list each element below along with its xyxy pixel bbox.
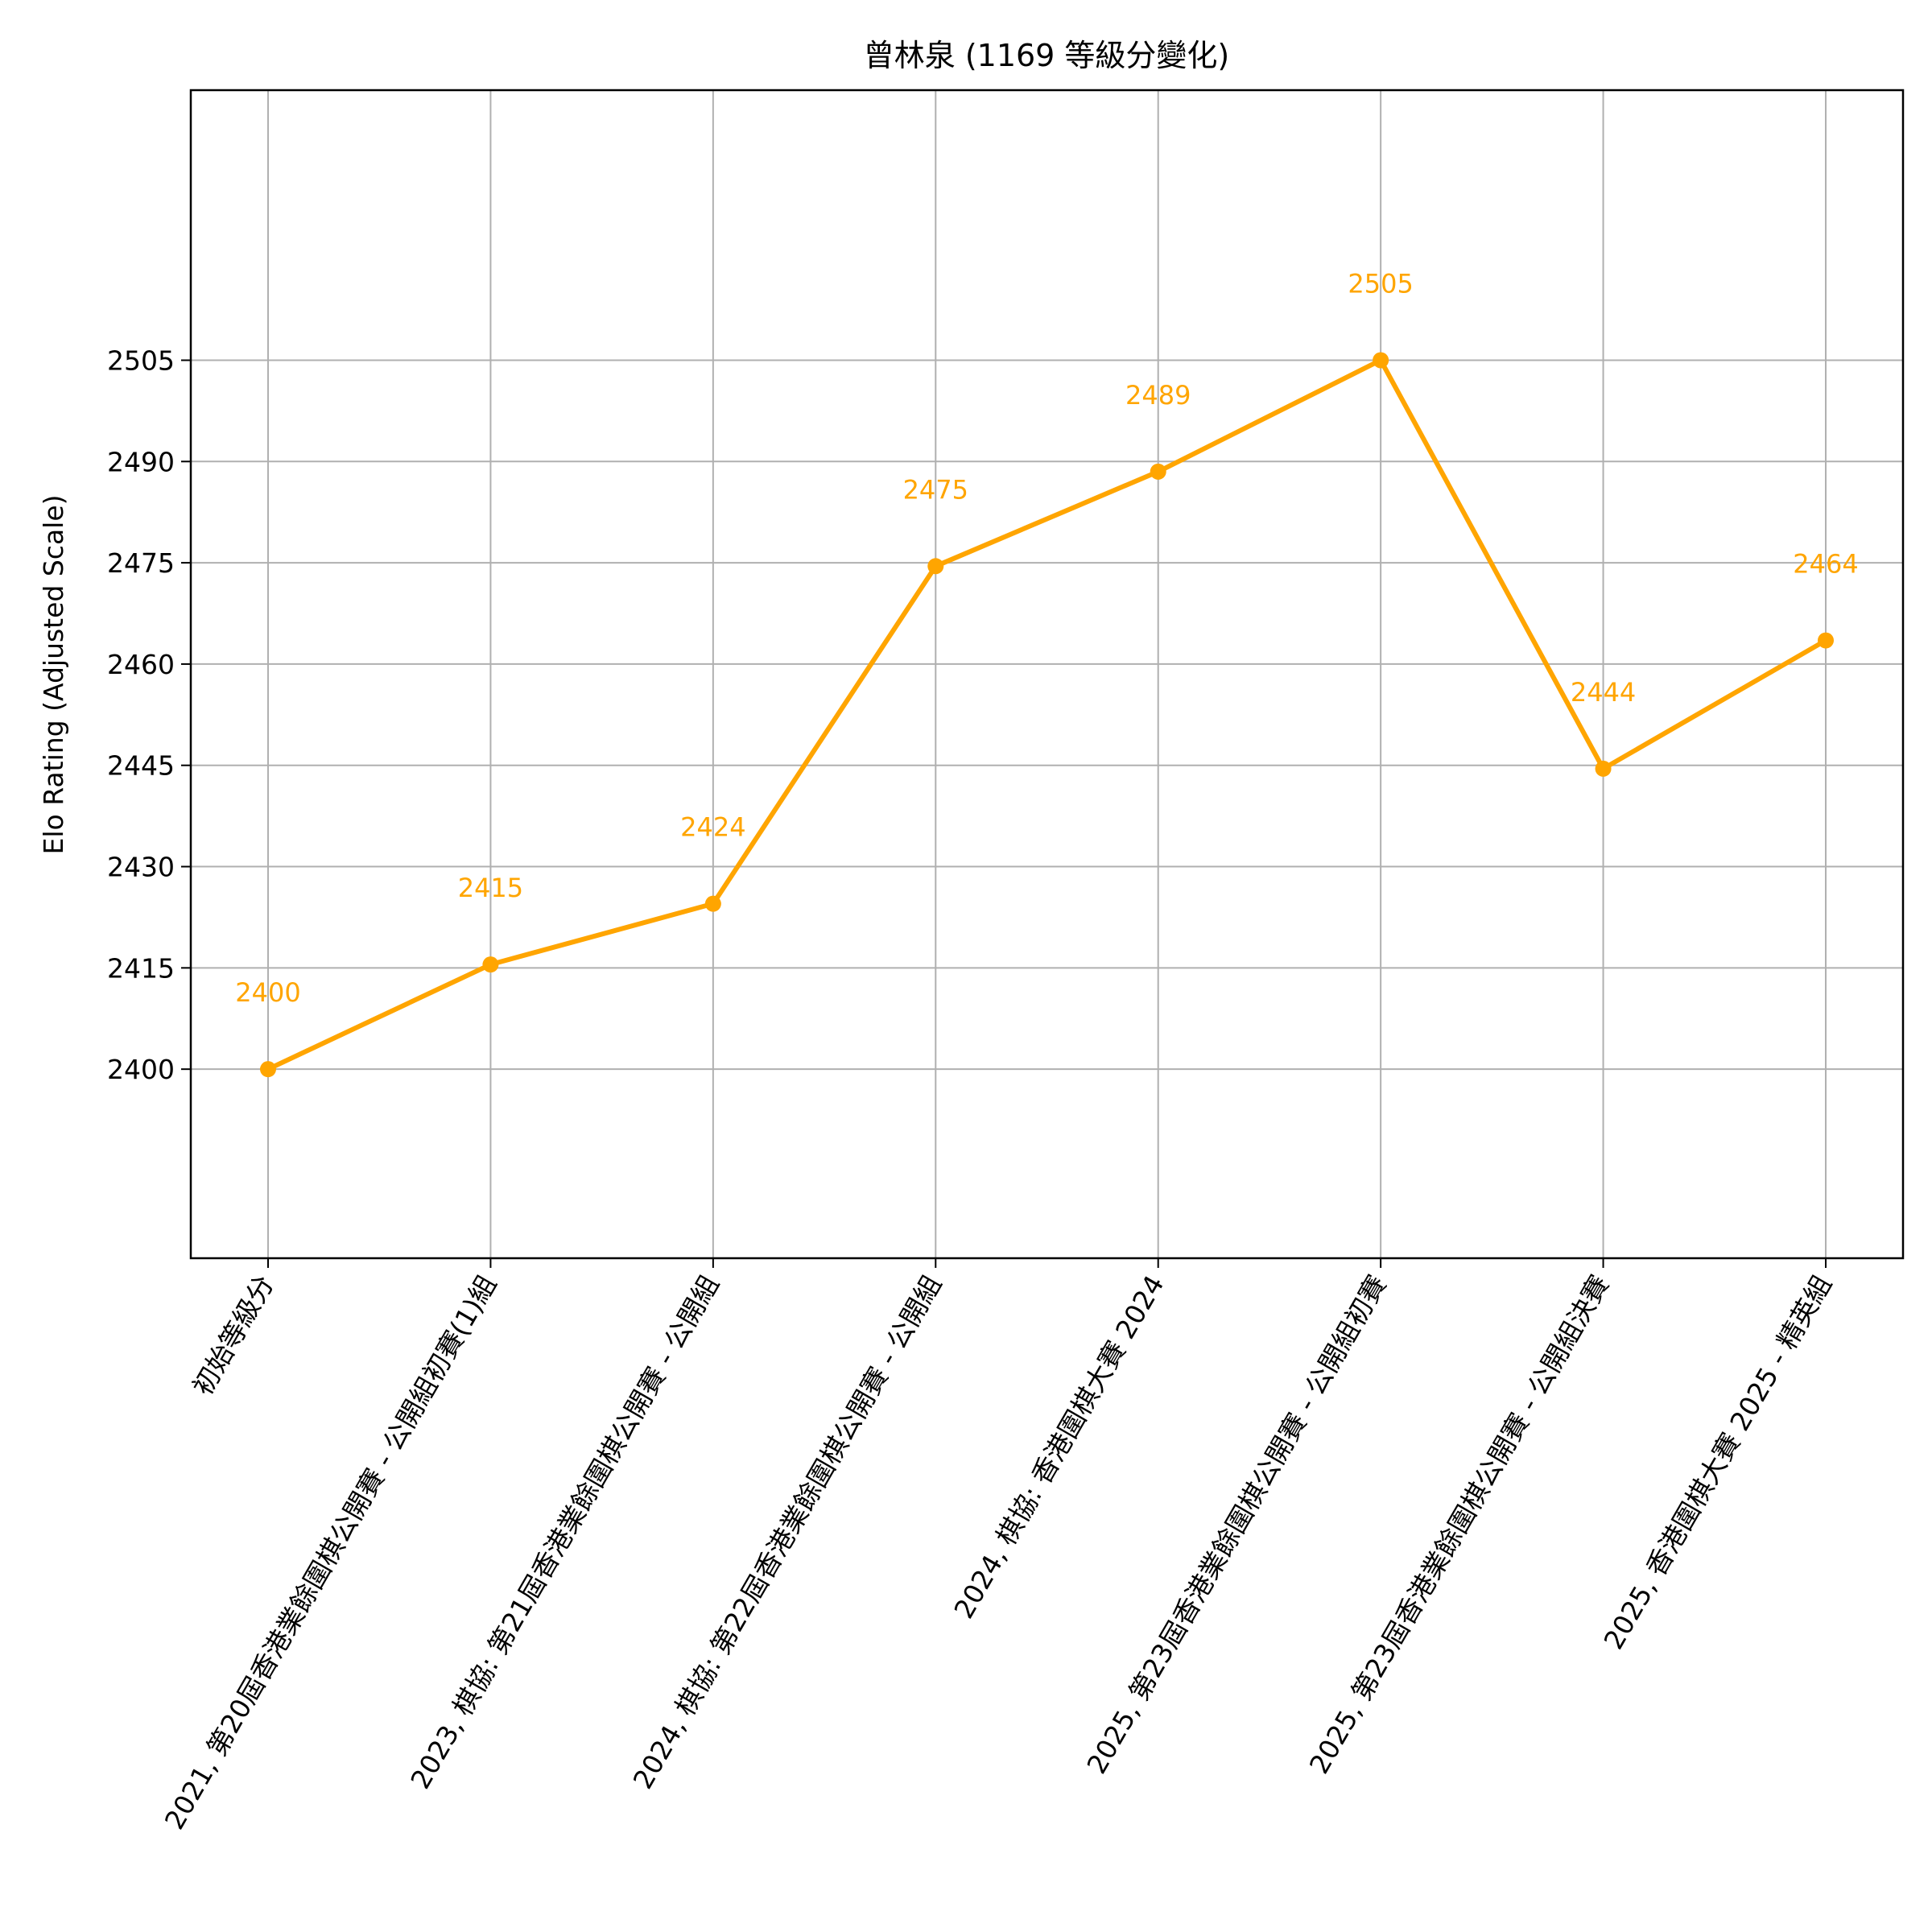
data-point [482, 956, 499, 973]
data-label: 2475 [903, 474, 968, 505]
y-tick-label: 2475 [107, 547, 175, 579]
data-label: 2489 [1125, 380, 1191, 411]
series-line [266, 357, 1828, 1072]
y-tick-label: 2505 [107, 345, 175, 376]
grid [191, 90, 1903, 1258]
data-point [1595, 760, 1612, 777]
data-point [260, 1061, 276, 1078]
data-point [1373, 352, 1389, 369]
data-label: 2424 [680, 812, 745, 843]
y-tick-label: 2415 [107, 952, 175, 984]
data-label: 2415 [458, 873, 523, 903]
y-tick-label: 2400 [107, 1054, 175, 1085]
x-tick-label: 初始等級分 [187, 1270, 280, 1401]
series-points [260, 352, 1834, 1078]
y-tick-label: 2445 [107, 750, 175, 782]
data-point [704, 895, 721, 912]
data-label: 2464 [1793, 549, 1858, 580]
data-point [1818, 632, 1834, 649]
y-tick-label: 2460 [107, 649, 175, 680]
x-tick-label: 2024, 棋協: 香港圍棋大賽 2024 [947, 1270, 1170, 1624]
data-point [1150, 463, 1166, 480]
data-labels: 2400 2415 2424 2475 2489 2505 2444 2464 [235, 268, 1858, 1008]
y-axis: 2400 2415 2430 2445 2460 2475 2490 2505 [107, 345, 191, 1085]
data-label: 2444 [1571, 677, 1636, 708]
data-label: 2505 [1348, 268, 1413, 299]
y-tick-label: 2490 [107, 446, 175, 477]
x-tick-label: 2025, 香港圍棋大賽 2025 - 精英組 [1597, 1270, 1837, 1655]
data-label: 2400 [235, 977, 300, 1008]
y-tick-label: 2430 [107, 852, 175, 883]
y-axis-label: Elo Rating (Adjusted Scale) [38, 494, 69, 854]
data-point [927, 558, 944, 575]
plot-frame [189, 89, 1905, 1260]
chart-title: 曾林泉 (1169 等級分變化) [864, 38, 1230, 73]
series-line-path [266, 357, 1828, 1072]
